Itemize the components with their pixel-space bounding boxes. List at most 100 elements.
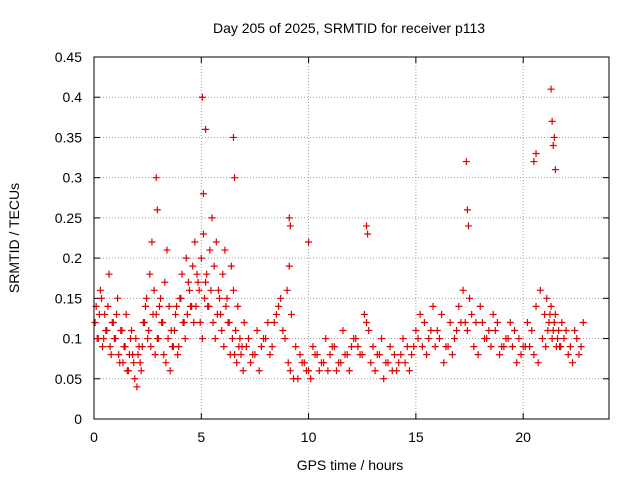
data-point [573, 335, 581, 343]
data-point [148, 238, 156, 246]
data-point [491, 327, 499, 335]
data-point [500, 343, 508, 351]
data-point [285, 214, 293, 222]
data-point [457, 318, 465, 326]
data-point [219, 270, 227, 278]
data-point [149, 310, 157, 318]
data-point [196, 318, 204, 326]
data-point [358, 351, 366, 359]
data-point [172, 310, 180, 318]
data-point [192, 302, 200, 310]
x-axis-ticks: 0 5 10 15 20 [90, 57, 531, 445]
data-point [536, 286, 544, 294]
data-point [526, 343, 534, 351]
data-point [315, 367, 323, 375]
data-point [147, 343, 155, 351]
data-point [239, 367, 247, 375]
data-point [296, 351, 304, 359]
data-point [177, 294, 185, 302]
data-point [557, 343, 565, 351]
data-point [453, 327, 461, 335]
x-tick-label: 20 [515, 429, 531, 445]
data-point [194, 278, 202, 286]
data-point [198, 335, 206, 343]
y-tick-label: 0.45 [55, 49, 82, 65]
data-point [579, 318, 587, 326]
data-point [202, 125, 210, 133]
data-point [105, 270, 113, 278]
data-point [380, 375, 388, 383]
data-point [138, 343, 146, 351]
data-point [164, 335, 172, 343]
data-point [123, 367, 131, 375]
data-point [506, 318, 514, 326]
data-point [462, 158, 470, 166]
data-point [534, 359, 542, 367]
data-point [547, 302, 555, 310]
data-point [550, 133, 558, 141]
data-point [285, 262, 293, 270]
data-point [427, 327, 435, 335]
data-point [137, 367, 145, 375]
data-point [532, 150, 540, 158]
data-point [113, 310, 121, 318]
data-point [403, 343, 411, 351]
data-point [538, 335, 546, 343]
data-point [179, 318, 187, 326]
data-point [286, 222, 294, 230]
data-point [163, 246, 171, 254]
data-point [558, 318, 566, 326]
data-point [393, 367, 401, 375]
data-point [433, 327, 441, 335]
data-point [130, 359, 138, 367]
data-point [206, 246, 214, 254]
data-point [425, 335, 433, 343]
data-point [410, 343, 418, 351]
data-point [122, 310, 130, 318]
data-point [184, 278, 192, 286]
data-point [146, 270, 154, 278]
data-point [478, 318, 486, 326]
data-point [228, 335, 236, 343]
x-tick-label: 5 [197, 429, 205, 445]
data-point [440, 359, 448, 367]
data-point [360, 310, 368, 318]
data-point [209, 318, 217, 326]
data-point [483, 335, 491, 343]
data-point [182, 254, 190, 262]
data-point [341, 351, 349, 359]
data-point [237, 351, 245, 359]
data-point [93, 335, 101, 343]
data-point [504, 335, 512, 343]
data-point [197, 254, 205, 262]
data-point [110, 335, 118, 343]
data-point [408, 351, 416, 359]
x-tick-label: 10 [301, 429, 317, 445]
data-point [104, 302, 112, 310]
data-point [95, 310, 103, 318]
data-point [214, 286, 222, 294]
data-point [158, 318, 166, 326]
data-point [160, 351, 168, 359]
data-point [444, 343, 452, 351]
data-point [117, 327, 125, 335]
data-point [517, 351, 525, 359]
data-point [418, 343, 426, 351]
data-point [231, 174, 239, 182]
data-point [203, 270, 211, 278]
data-point [195, 286, 203, 294]
data-point [221, 246, 229, 254]
data-point [144, 335, 152, 343]
data-point [211, 335, 219, 343]
data-point [145, 327, 153, 335]
data-point [569, 359, 577, 367]
data-points [91, 85, 587, 391]
data-point [183, 310, 191, 318]
data-point [287, 310, 295, 318]
data-point [320, 359, 328, 367]
x-axis-label: GPS time / hours [297, 457, 404, 473]
data-point [448, 351, 456, 359]
plot-frame [93, 56, 610, 420]
data-point [555, 327, 563, 335]
